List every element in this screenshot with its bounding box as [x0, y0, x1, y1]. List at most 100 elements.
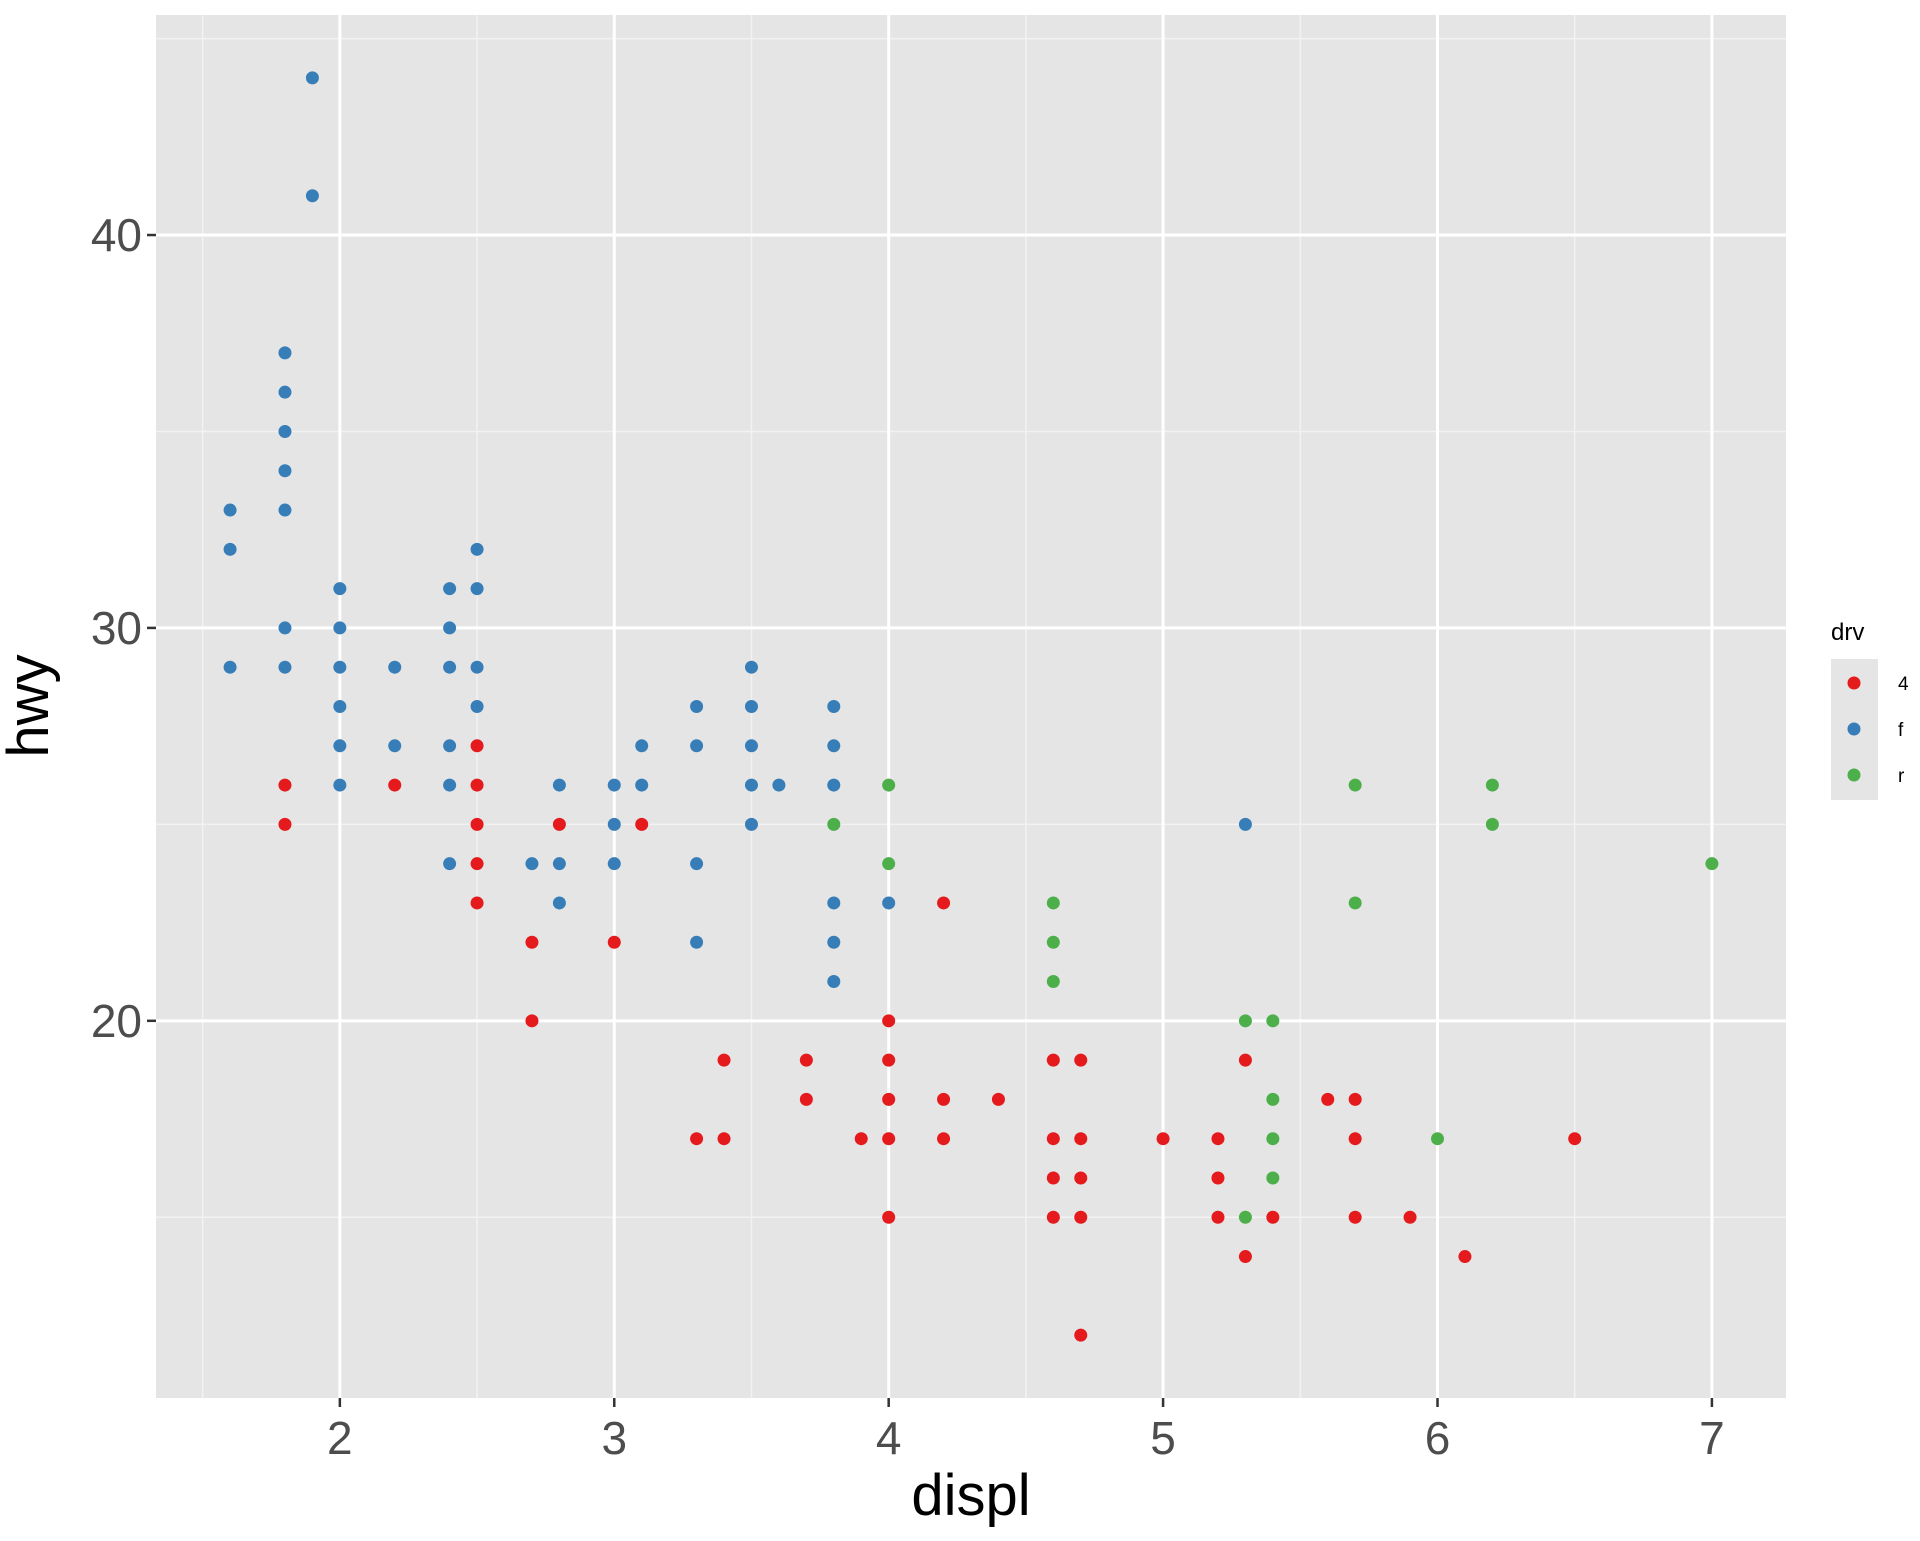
x-tick-label: 7	[1699, 1412, 1725, 1464]
data-point-f	[305, 71, 319, 85]
data-point-f	[333, 621, 347, 635]
data-point-r	[1046, 975, 1060, 989]
data-point-f	[333, 582, 347, 596]
data-point-4	[1403, 1210, 1417, 1224]
data-point-f	[827, 896, 841, 910]
data-point-4	[1238, 1250, 1252, 1264]
data-point-4	[1074, 1328, 1088, 1342]
data-point-4	[470, 778, 484, 792]
data-point-f	[278, 503, 292, 517]
legend-title: drv	[1831, 619, 1864, 646]
data-point-f	[635, 778, 649, 792]
legend-items: 4 f r	[1847, 674, 1909, 787]
data-point-4	[525, 1014, 539, 1028]
data-point-f	[223, 503, 237, 517]
data-point-4	[470, 739, 484, 753]
data-point-4	[1568, 1132, 1582, 1146]
data-point-4	[882, 1210, 896, 1224]
data-point-4	[470, 857, 484, 871]
data-point-4	[1211, 1171, 1225, 1185]
data-point-f	[470, 660, 484, 674]
data-point-f	[607, 778, 621, 792]
minor-gridlines	[156, 15, 1786, 1398]
data-point-f	[690, 739, 704, 753]
data-point-f	[278, 424, 292, 438]
data-point-r	[1046, 896, 1060, 910]
data-point-4	[1211, 1132, 1225, 1146]
x-tick-label: 2	[327, 1412, 353, 1464]
data-point-f	[333, 660, 347, 674]
data-point-4	[717, 1053, 731, 1067]
panel-background	[156, 15, 1786, 1398]
data-point-4	[525, 935, 539, 949]
data-point-r	[1238, 1014, 1252, 1028]
data-point-f	[690, 935, 704, 949]
major-gridlines	[156, 15, 1786, 1398]
data-point-4	[937, 896, 951, 910]
data-point-f	[827, 700, 841, 713]
data-point-4	[552, 817, 566, 831]
data-point-4	[1074, 1210, 1088, 1224]
y-tick-label: 40	[91, 209, 142, 261]
data-point-4	[1238, 1053, 1252, 1067]
data-point-f	[443, 857, 457, 871]
data-point-f	[744, 817, 758, 831]
data-point-f	[333, 700, 347, 713]
data-point-r	[1485, 817, 1499, 831]
data-point-4	[635, 817, 649, 831]
data-point-f	[744, 739, 758, 753]
data-point-r	[1266, 1092, 1280, 1106]
data-point-4	[854, 1132, 868, 1146]
data-point-4	[1211, 1210, 1225, 1224]
data-point-f	[525, 857, 539, 871]
data-point-r	[1266, 1014, 1280, 1028]
data-point-4	[937, 1092, 951, 1106]
data-points	[223, 71, 1719, 1342]
data-point-f	[470, 542, 484, 556]
data-point-f	[305, 189, 319, 203]
data-point-r	[1348, 896, 1362, 910]
legend-label-r: r	[1898, 766, 1905, 787]
x-axis-title: displ	[911, 1463, 1030, 1528]
data-point-f	[278, 621, 292, 635]
data-point-4	[882, 1132, 896, 1146]
data-point-f	[744, 778, 758, 792]
y-tick-label: 30	[91, 602, 142, 654]
data-point-f	[223, 542, 237, 556]
data-point-4	[882, 1014, 896, 1028]
legend-key-r	[1847, 768, 1861, 782]
x-tick-label: 4	[876, 1412, 902, 1464]
data-point-4	[799, 1053, 813, 1067]
legend-key-f	[1847, 722, 1861, 736]
data-point-f	[607, 817, 621, 831]
data-point-f	[333, 778, 347, 792]
y-axis-title: hwy	[0, 654, 61, 757]
legend: drv 4 f r	[1831, 619, 1909, 800]
data-point-4	[607, 935, 621, 949]
data-point-r	[882, 778, 896, 792]
data-point-r	[1485, 778, 1499, 792]
data-point-f	[443, 778, 457, 792]
data-point-f	[827, 935, 841, 949]
data-point-f	[278, 464, 292, 478]
data-point-f	[552, 778, 566, 792]
data-point-4	[937, 1132, 951, 1146]
data-point-4	[1348, 1210, 1362, 1224]
data-point-f	[443, 621, 457, 635]
data-point-4	[1458, 1250, 1472, 1264]
data-point-4	[690, 1132, 704, 1146]
data-point-4	[1074, 1171, 1088, 1185]
data-point-4	[470, 817, 484, 831]
legend-key-4	[1847, 676, 1861, 690]
data-point-f	[744, 660, 758, 674]
y-tick-label: 20	[91, 995, 142, 1047]
data-point-f	[223, 660, 237, 674]
x-tick-label: 6	[1425, 1412, 1451, 1464]
data-point-f	[772, 778, 786, 792]
data-point-f	[827, 975, 841, 989]
data-point-f	[443, 739, 457, 753]
data-point-f	[635, 739, 649, 753]
data-point-f	[278, 385, 292, 399]
data-point-f	[552, 857, 566, 871]
